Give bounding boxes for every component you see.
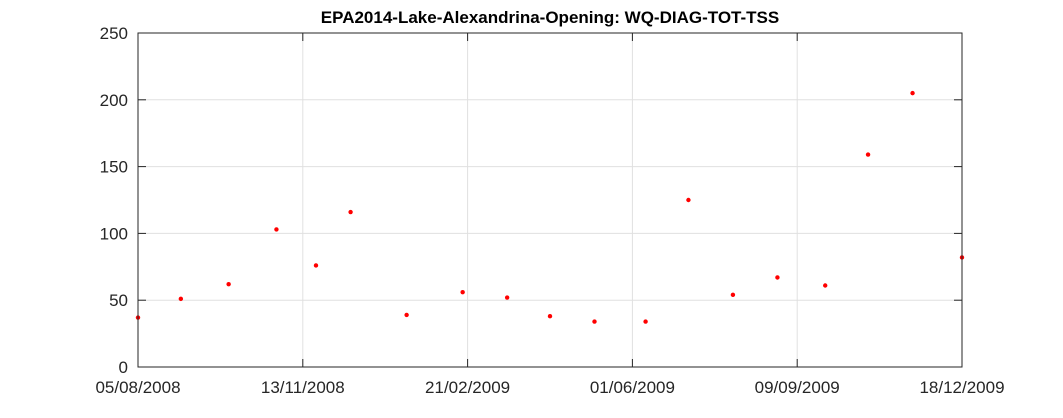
- x-tick-label: 13/11/2008: [261, 378, 345, 397]
- data-point: [823, 283, 828, 288]
- x-tick-labels: 05/08/2008 13/11/2008 21/02/2009 01/06/2009…: [95, 378, 1004, 397]
- x-tick-label: 18/12/2009: [919, 378, 1004, 397]
- data-points: [135, 90, 965, 324]
- chart-title: EPA2014-Lake-Alexandrina-Opening: WQ-DIA…: [321, 8, 779, 27]
- data-point: [547, 314, 553, 319]
- y-tick-labels: 0 50 100 150 200 250: [100, 24, 128, 377]
- y-tick-label: 0: [119, 358, 128, 377]
- data-point: [178, 296, 184, 302]
- x-tick-label: 05/08/2008: [95, 378, 180, 397]
- plot-area-border: [137, 32, 963, 368]
- data-point: [775, 275, 780, 280]
- data-point: [313, 263, 319, 268]
- data-point: [404, 312, 409, 318]
- data-point: [460, 289, 465, 295]
- y-tick-label: 200: [100, 91, 128, 110]
- data-point: [504, 295, 510, 300]
- data-point: [865, 152, 871, 157]
- data-point: [730, 292, 736, 298]
- data-point: [274, 227, 279, 232]
- data-point: [348, 209, 353, 215]
- x-tick-label: 09/09/2009: [755, 378, 840, 397]
- grid-lines: [138, 33, 962, 367]
- data-point: [686, 197, 691, 203]
- data-point: [226, 281, 231, 287]
- y-tick-label: 100: [100, 224, 128, 243]
- data-point: [592, 319, 597, 324]
- data-point: [643, 319, 648, 324]
- x-tick-label: 01/06/2009: [590, 378, 675, 397]
- x-tick-label: 21/02/2009: [425, 378, 510, 397]
- data-point: [910, 90, 915, 96]
- y-tick-label: 250: [100, 24, 128, 43]
- y-tick-label: 50: [109, 291, 128, 310]
- y-tick-label: 150: [100, 158, 128, 177]
- tick-marks: [137, 32, 963, 368]
